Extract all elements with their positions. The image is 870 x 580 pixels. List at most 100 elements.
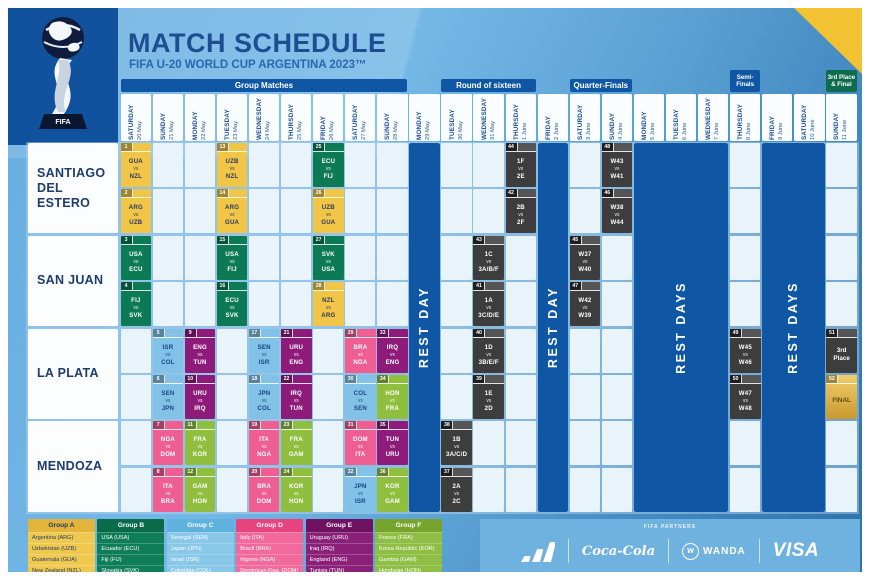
match-label: FINAL xyxy=(832,397,851,405)
match-number-band: 16 xyxy=(216,282,248,292)
home-team: URU xyxy=(193,390,207,397)
date-header: SUNDAY 21 May xyxy=(152,94,183,141)
match-number-band: 49 xyxy=(730,328,761,338)
match-cell-50: 50 W47 vs W48 xyxy=(730,375,761,419)
match-number: 34 xyxy=(377,375,390,383)
vs-label: vs xyxy=(197,490,203,497)
date-header-text: WEDNESDAY 24 May xyxy=(256,96,271,139)
grid-cell xyxy=(216,467,248,512)
day-name: MONDAY xyxy=(416,110,424,140)
vs-label: vs xyxy=(389,398,395,404)
match-number-band: 23 xyxy=(281,421,312,431)
date-header: SUNDAY 28 May xyxy=(377,94,408,141)
legend-team: Dominican Rep. (DOM) xyxy=(236,565,304,572)
match-teams: JPN vs COL xyxy=(249,384,280,418)
match-number-band: 25 xyxy=(313,143,344,152)
away-team: SVK xyxy=(225,312,239,320)
away-team: TUN xyxy=(193,358,207,366)
match-teams: 1F vs 2E xyxy=(506,152,537,186)
match-number: 45 xyxy=(569,235,582,244)
match-number-band: 9 xyxy=(184,328,216,338)
date-header-text: MONDAY 29 May xyxy=(416,96,431,140)
day-date: 25 May xyxy=(296,120,303,140)
day-name: THURSDAY xyxy=(512,103,520,140)
vs-label: vs xyxy=(614,212,620,219)
match-number: 3 xyxy=(120,235,133,244)
legend-team: Senegal (SEN) xyxy=(166,532,234,543)
match-number-band: 12 xyxy=(184,467,216,477)
legend-team: Korea Republic (KOR) xyxy=(375,543,442,554)
match-number: 6 xyxy=(152,375,165,383)
vs-label: vs xyxy=(165,351,171,358)
home-team: 1D xyxy=(484,343,493,351)
grid-cell xyxy=(152,282,183,327)
grid-cell xyxy=(120,467,151,512)
home-team: IRQ xyxy=(386,343,399,351)
home-team: 2B xyxy=(516,204,525,212)
away-team: DOM xyxy=(160,451,176,459)
home-team: ECU xyxy=(321,158,336,165)
match-teams: 1B vs 3A/C/D xyxy=(441,430,472,464)
day-date: 29 May xyxy=(424,120,431,140)
date-header-text: THURSDAY 8 June xyxy=(737,96,752,139)
match-number-band: 46 xyxy=(601,189,633,199)
day-name: THURSDAY xyxy=(288,103,296,140)
home-team: FRA xyxy=(289,436,303,444)
date-header: SATURDAY 10 June xyxy=(794,94,825,141)
match-number-band: 15 xyxy=(216,235,248,245)
date-header: SATURDAY 27 May xyxy=(345,94,376,141)
date-header-text: FRIDAY 9 June xyxy=(769,96,784,139)
vs-label: vs xyxy=(357,444,363,451)
date-header-text: SATURDAY 3 June xyxy=(577,96,592,140)
legend-team: Israel (ISR) xyxy=(166,554,234,565)
match-teams: W38 vs W44 xyxy=(602,198,633,232)
vs-label: vs xyxy=(325,258,331,265)
match-number-band: 7 xyxy=(152,421,184,431)
legend-team: Honduras (HON) xyxy=(375,565,442,572)
match-number: 20 xyxy=(248,467,261,476)
legend-team: Uruguay (URU) xyxy=(305,532,373,543)
away-team: NZL xyxy=(129,173,143,180)
day-name: WEDNESDAY xyxy=(705,97,713,140)
home-team: JPN xyxy=(354,482,367,490)
grid-cell xyxy=(345,143,376,188)
legend-team: Nigeria (NGA) xyxy=(236,554,304,565)
grid-cell xyxy=(345,235,376,280)
match-number: 26 xyxy=(313,189,326,198)
grid-cell xyxy=(248,235,280,280)
match-number-band: 27 xyxy=(313,235,344,245)
match-teams: TUN vs URU xyxy=(377,430,408,464)
date-header: FRIDAY 26 May xyxy=(313,94,344,141)
day-name: SUNDAY xyxy=(384,112,392,140)
match-number: 15 xyxy=(216,235,229,244)
day-date: 23 May xyxy=(232,120,239,140)
match-number-band: 4 xyxy=(120,282,152,292)
vs-label: vs xyxy=(293,351,299,358)
match-number: 42 xyxy=(505,189,518,198)
match-number-band: 22 xyxy=(281,375,312,384)
grid-cell xyxy=(184,143,216,188)
away-team: NGA xyxy=(353,358,368,366)
vs-label: vs xyxy=(133,258,139,265)
day-date: 1 June xyxy=(521,122,528,140)
away-team: W41 xyxy=(610,173,624,180)
match-number: 12 xyxy=(184,467,197,476)
match-number: 38 xyxy=(441,421,454,430)
phase-band-2: Quarter-Finals xyxy=(569,79,632,92)
date-header: WEDNESDAY 31 May xyxy=(473,94,504,141)
match-teams: USA vs ECU xyxy=(121,245,152,279)
date-header-text: THURSDAY 25 May xyxy=(288,96,303,140)
home-team: NZL xyxy=(322,297,335,305)
legend-team: Fiji (FIJ) xyxy=(97,554,165,565)
grid-cell xyxy=(473,189,504,234)
date-header: FRIDAY 9 June xyxy=(762,94,793,141)
match-number: 52 xyxy=(826,375,839,383)
legend-team: Tunisia (TUN) xyxy=(305,565,373,572)
away-team: 3A/C/D xyxy=(446,451,468,459)
away-team: 2E xyxy=(516,173,525,180)
vs-label: vs xyxy=(357,351,363,358)
grid-cell xyxy=(826,282,857,327)
date-header: SATURDAY 3 June xyxy=(569,94,600,141)
grid-cell xyxy=(569,375,600,420)
grid-cell xyxy=(569,143,600,188)
